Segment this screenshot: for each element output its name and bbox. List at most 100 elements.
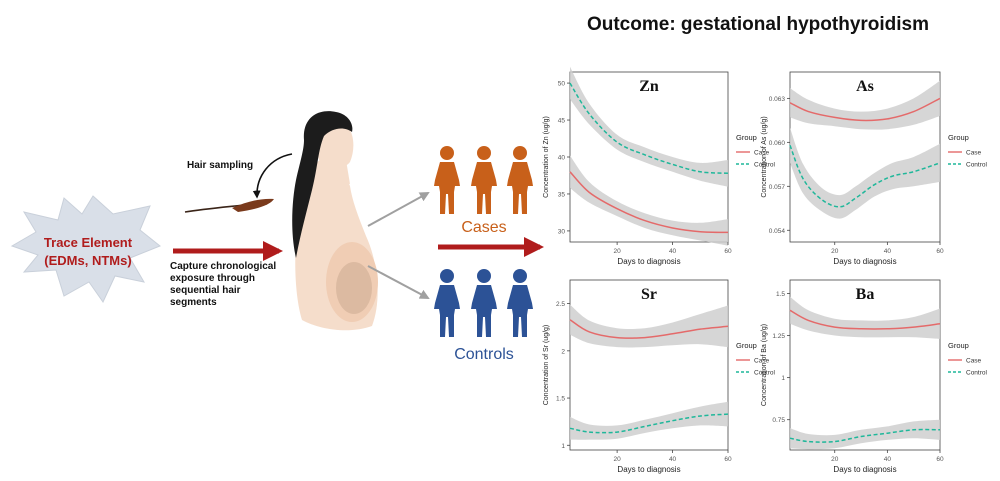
y-tick-label: 0.75	[772, 417, 785, 424]
y-axis-label: Concentration of Ba (ug/g)	[761, 324, 768, 406]
y-tick-label: 2	[561, 348, 565, 355]
cases-group-icons	[434, 146, 533, 214]
control-person-icon	[507, 269, 533, 337]
x-axis-label: Days to diagnosis	[833, 257, 896, 266]
figure-title: Outcome: gestational hypothyroidism	[587, 14, 929, 35]
y-tick-label: 40	[558, 155, 566, 162]
y-axis-label: Concentration of Sr (ug/g)	[543, 325, 550, 406]
y-tick-label: 0.060	[769, 140, 786, 147]
legend-entry: Control	[754, 162, 776, 169]
x-tick-label: 60	[936, 456, 944, 463]
y-tick-label: 0.057	[769, 184, 786, 191]
plot-frame	[569, 279, 729, 451]
y-tick-label: 0.063	[769, 96, 786, 103]
controls-group-icons	[434, 269, 533, 337]
trace-element-subtitle: (EDMs, NTMs)	[44, 253, 131, 268]
x-tick-label: 60	[724, 248, 732, 255]
arrow-to-cases	[367, 192, 430, 227]
y-tick-label: 1.25	[772, 333, 785, 340]
x-axis-label: Days to diagnosis	[833, 465, 896, 474]
legend-title: Group	[948, 133, 969, 142]
legend-entry: Control	[966, 162, 988, 169]
y-tick-label: 45	[558, 118, 566, 125]
capture-line-1: Capture chronological	[170, 261, 276, 272]
ci-band-case	[570, 304, 728, 348]
panel-title: As	[856, 78, 874, 95]
ci-band-case	[790, 296, 940, 339]
ci-band-case	[790, 80, 940, 130]
legend-entry: Case	[966, 150, 982, 157]
legend-entry: Case	[966, 358, 982, 365]
series-line-control	[569, 413, 729, 434]
case-person-icon	[507, 146, 533, 214]
x-tick-label: 20	[831, 248, 839, 255]
y-tick-label: 0.054	[769, 228, 786, 235]
legend-title: Group	[736, 133, 757, 142]
trace-element-label: Trace Element	[44, 235, 133, 250]
legend-entry: Control	[966, 370, 988, 377]
ci-band-control	[790, 127, 940, 219]
legend-entry: Case	[754, 150, 770, 157]
legend-title: Group	[736, 341, 757, 350]
y-axis-label: Concentration of Zn (ug/g)	[543, 116, 550, 198]
series-line-case	[789, 97, 941, 122]
series-line-control	[569, 82, 729, 175]
x-tick-label: 60	[936, 248, 944, 255]
y-tick-label: 50	[558, 81, 566, 88]
series-line-case	[789, 309, 941, 330]
capture-line-4: segments	[170, 297, 217, 308]
panel-title: Ba	[856, 286, 875, 303]
trace-element-burst	[10, 195, 161, 303]
control-person-icon	[471, 269, 497, 337]
panel-title: Zn	[639, 78, 659, 95]
series-line-control	[789, 428, 941, 443]
x-tick-label: 40	[669, 456, 677, 463]
capture-line-3: sequential hair	[170, 285, 241, 296]
arrow-to-controls	[367, 265, 430, 299]
x-axis-label: Days to diagnosis	[617, 257, 680, 266]
ci-band-control	[570, 66, 728, 187]
capture-description: Capture chronological exposure through s…	[170, 261, 276, 308]
y-tick-label: 1.5	[556, 396, 565, 403]
y-tick-label: 1	[561, 443, 565, 450]
case-person-icon	[434, 146, 460, 214]
y-tick-label: 2.5	[556, 301, 565, 308]
zn-panel: Zn 30 35 40 45 50 20 40 60 Days to diagnosis Conce…	[543, 66, 776, 266]
x-tick-label: 40	[669, 248, 677, 255]
cases-label: Cases	[461, 219, 506, 236]
y-tick-label: 35	[558, 191, 566, 198]
legend-entry: Case	[754, 358, 770, 365]
x-tick-label: 20	[831, 456, 839, 463]
y-tick-label: 1.5	[776, 291, 785, 298]
capture-line-2: exposure through	[170, 273, 255, 284]
sr-panel: Sr 1 1.5 2 2.5 20 40 60 Days to diagnosis Concent…	[543, 279, 776, 474]
y-tick-label: 30	[558, 228, 566, 235]
pregnant-woman-illustration	[292, 111, 378, 331]
hair-sampling-arrow	[252, 153, 293, 199]
ba-panel: Ba 0.75 1 1.25 1.5 20 40 60 Days to diagnosis Con…	[761, 279, 988, 474]
x-tick-label: 40	[884, 248, 892, 255]
legend-entry: Control	[754, 370, 776, 377]
y-axis-label: Concentration of As (ug/g)	[761, 116, 768, 197]
hair-sampling-label: Hair sampling	[187, 160, 253, 171]
series-line-case	[569, 319, 729, 339]
ci-band-control	[570, 401, 728, 440]
hair-strand-icon	[184, 198, 274, 213]
x-axis-label: Days to diagnosis	[617, 465, 680, 474]
control-person-icon	[434, 269, 460, 337]
x-tick-label: 40	[884, 456, 892, 463]
legend-title: Group	[948, 341, 969, 350]
panel-title: Sr	[641, 286, 657, 303]
x-tick-label: 60	[724, 456, 732, 463]
controls-label: Controls	[454, 346, 514, 363]
ci-band-control	[790, 419, 940, 450]
ci-band-case	[570, 155, 728, 246]
as-panel: As 0.054 0.057 0.060 0.063 20 40 60 Days to diag…	[761, 71, 988, 266]
x-tick-label: 20	[614, 248, 622, 255]
y-tick-label: 1	[781, 375, 785, 382]
case-person-icon	[471, 146, 497, 214]
series-line-case	[569, 171, 729, 234]
plot-frame	[789, 279, 941, 451]
x-tick-label: 20	[614, 456, 622, 463]
